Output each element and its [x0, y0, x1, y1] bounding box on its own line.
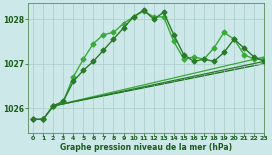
X-axis label: Graphe pression niveau de la mer (hPa): Graphe pression niveau de la mer (hPa) — [60, 143, 232, 152]
